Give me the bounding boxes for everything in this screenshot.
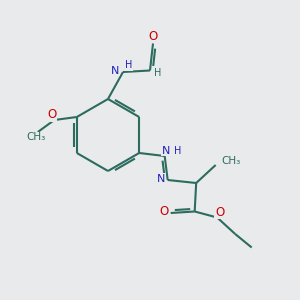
Text: O: O [148,29,158,43]
Text: N: N [157,173,165,184]
Text: N: N [162,146,170,156]
Text: N: N [111,65,120,76]
Text: O: O [215,206,224,219]
Text: H: H [174,146,181,156]
Text: H: H [154,68,161,79]
Text: O: O [47,108,56,121]
Text: O: O [160,205,169,218]
Text: CH₃: CH₃ [27,132,46,142]
Text: CH₃: CH₃ [222,156,241,167]
Text: H: H [125,60,132,70]
